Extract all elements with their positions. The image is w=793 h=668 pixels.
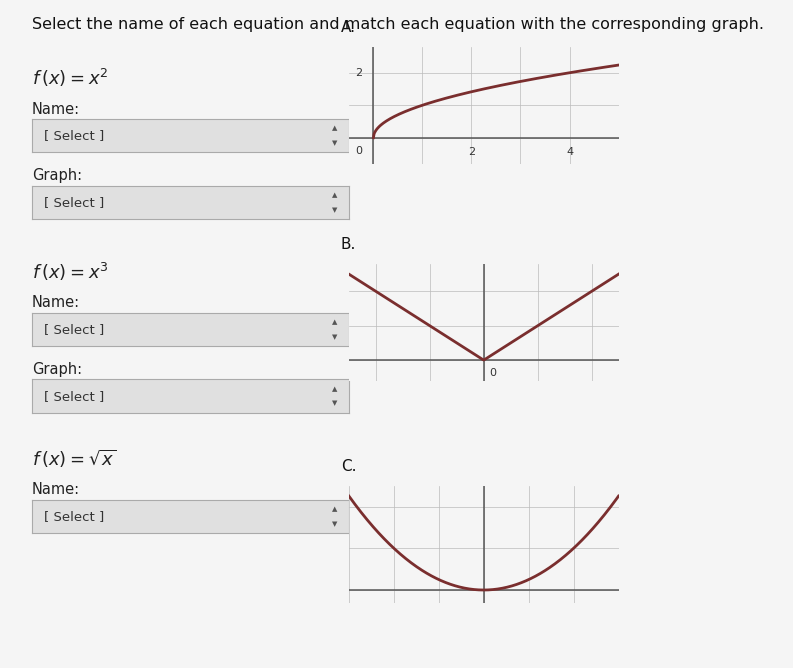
Text: 2: 2 — [468, 147, 475, 157]
Text: ▲: ▲ — [332, 319, 337, 325]
Text: 2: 2 — [355, 67, 362, 77]
Text: ▲: ▲ — [332, 192, 337, 198]
Text: [ Select ]: [ Select ] — [44, 510, 105, 523]
Text: Graph:: Graph: — [32, 168, 82, 183]
Text: B.: B. — [341, 237, 356, 252]
Text: [ Select ]: [ Select ] — [44, 196, 105, 209]
Text: $f\,(x) = \sqrt{x}$: $f\,(x) = \sqrt{x}$ — [32, 448, 117, 470]
Text: C.: C. — [341, 459, 357, 474]
Text: Name:: Name: — [32, 482, 80, 497]
Text: Select the name of each equation and match each equation with the corresponding : Select the name of each equation and mat… — [32, 17, 764, 31]
Text: Name:: Name: — [32, 102, 80, 116]
Text: ▲: ▲ — [332, 126, 337, 131]
Text: ▼: ▼ — [332, 207, 337, 212]
Text: 0: 0 — [355, 146, 362, 156]
Text: $f\,(x) = x^3$: $f\,(x) = x^3$ — [32, 261, 108, 283]
Text: [ Select ]: [ Select ] — [44, 389, 105, 403]
Text: Name:: Name: — [32, 295, 80, 310]
Text: [ Select ]: [ Select ] — [44, 129, 105, 142]
Text: 0: 0 — [489, 368, 496, 378]
Text: ▼: ▼ — [332, 140, 337, 146]
Text: Graph:: Graph: — [32, 362, 82, 377]
Text: [ Select ]: [ Select ] — [44, 323, 105, 336]
Text: ▼: ▼ — [332, 334, 337, 339]
Text: ▲: ▲ — [332, 506, 337, 512]
Text: 4: 4 — [566, 147, 573, 157]
Text: $f\,(x) = x^2$: $f\,(x) = x^2$ — [32, 67, 108, 89]
Text: ▼: ▼ — [332, 521, 337, 526]
Text: ▲: ▲ — [332, 386, 337, 391]
Text: ▼: ▼ — [332, 401, 337, 406]
Text: A.: A. — [341, 20, 356, 35]
